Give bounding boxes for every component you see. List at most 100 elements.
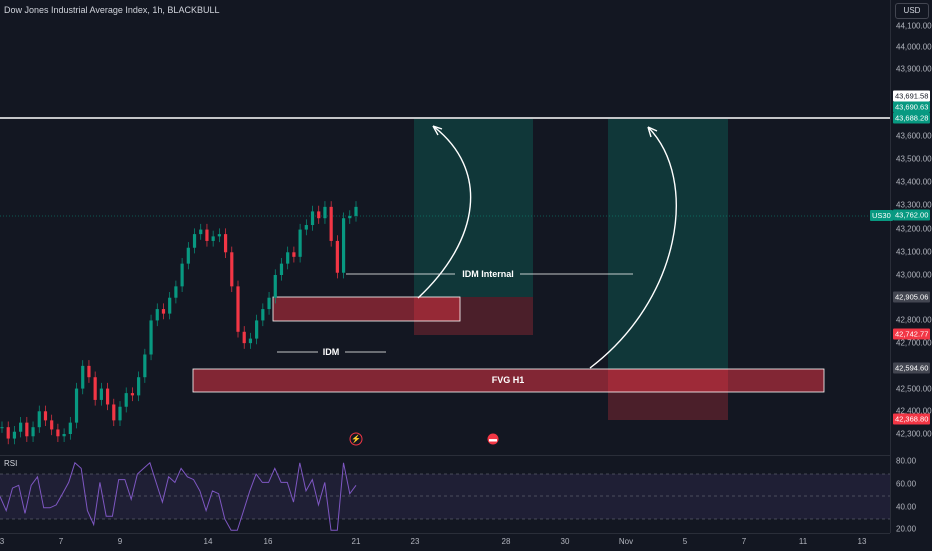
arrow-head-2 xyxy=(647,126,658,138)
candle-body xyxy=(124,393,128,407)
candle-body xyxy=(19,422,23,432)
lightning-event-icon[interactable]: ⚡ xyxy=(349,432,363,446)
candle-body xyxy=(112,404,116,421)
candle-body xyxy=(62,434,66,437)
price-tag-fvg-top: 42,594.60 xyxy=(893,362,931,374)
time-axis[interactable]: 3 7 9 14 16 21 23 28 30 Nov 5 7 11 13 xyxy=(0,533,890,551)
candle-body xyxy=(255,320,259,339)
time-tick: 14 xyxy=(203,537,213,546)
time-tick: 5 xyxy=(682,537,688,546)
candle-body xyxy=(236,286,240,332)
candle-body xyxy=(137,377,141,396)
price-tag-stop-2: 42,368.80 xyxy=(893,413,931,425)
rsi-label: RSI xyxy=(4,459,18,468)
candle-body xyxy=(335,240,339,273)
time-tick: 16 xyxy=(263,537,273,546)
price-tick: 42,800.00 xyxy=(896,315,932,325)
time-tick: 9 xyxy=(117,537,123,546)
price-tag-high: 43,691.58 xyxy=(893,90,931,102)
candle-body xyxy=(81,365,85,389)
symbol-tag: US30 xyxy=(870,210,893,221)
candle-body xyxy=(6,427,10,439)
candle-body xyxy=(50,420,54,430)
candle-body xyxy=(12,431,17,439)
candle-body xyxy=(118,406,122,421)
candle-body xyxy=(310,211,315,226)
price-tick: 42,400.00 xyxy=(896,406,932,416)
candle-body xyxy=(168,297,172,314)
price-tick: 43,400.00 xyxy=(896,177,932,187)
time-tick: 7 xyxy=(58,537,64,546)
candle-body xyxy=(68,422,72,434)
rsi-band xyxy=(0,474,890,519)
candle-body xyxy=(211,236,215,241)
candle-body xyxy=(186,247,190,264)
price-tag-stop-1: 42,742.77 xyxy=(893,328,931,340)
price-tag-ob-top: 42,905.06 xyxy=(893,291,931,303)
candle-body xyxy=(31,427,35,437)
time-tick: 3 xyxy=(0,537,5,546)
currency-button[interactable]: USD xyxy=(895,3,929,19)
candle-body xyxy=(161,309,166,314)
candle-body xyxy=(143,354,147,378)
candle-body xyxy=(223,234,228,253)
price-tick: 43,000.00 xyxy=(896,270,932,280)
time-tick: 13 xyxy=(857,537,867,546)
price-tick: 42,300.00 xyxy=(896,429,932,439)
candle-body xyxy=(149,320,153,355)
price-axis[interactable]: USD 44,100.00 44,000.00 43,900.00 43,600… xyxy=(890,0,932,534)
fvg-h1-label: FVG H1 xyxy=(491,375,525,385)
rsi-tick: 20.00 xyxy=(896,524,917,534)
idm-internal-label: IDM Internal xyxy=(462,269,514,279)
candle-body xyxy=(286,252,290,264)
time-tick: 28 xyxy=(501,537,511,546)
flag-event-icon[interactable]: ▬ xyxy=(487,433,499,445)
time-tick: 30 xyxy=(560,537,570,546)
candle-body xyxy=(105,388,110,405)
rsi-tick: 60.00 xyxy=(896,479,917,489)
time-tick: Nov xyxy=(618,537,634,546)
price-tick: 43,300.00 xyxy=(896,200,932,210)
candle-body xyxy=(261,309,265,321)
price-tick: 42,500.00 xyxy=(896,384,932,394)
long-position-profit-zone-1 xyxy=(414,119,533,297)
rsi-canvas[interactable] xyxy=(0,456,890,534)
candle-body xyxy=(56,429,60,437)
candle-body xyxy=(192,234,197,248)
candle-body xyxy=(43,411,48,421)
price-tick: 43,900.00 xyxy=(896,64,932,74)
price-tick: 43,500.00 xyxy=(896,154,932,164)
rsi-pane[interactable]: RSI xyxy=(0,455,890,534)
order-block-box xyxy=(272,296,461,322)
arrow-head-1 xyxy=(432,125,443,136)
rsi-tick: 40.00 xyxy=(896,502,917,512)
chart-canvas[interactable] xyxy=(0,0,890,455)
candle-body xyxy=(323,206,327,219)
candle-body xyxy=(348,215,352,219)
price-tick: 44,000.00 xyxy=(896,42,932,52)
rsi-tick: 80.00 xyxy=(896,456,917,466)
candle-body xyxy=(248,338,253,344)
price-tick: 44,100.00 xyxy=(896,21,932,31)
candle-body xyxy=(242,331,246,344)
candle-body xyxy=(37,411,41,428)
fvg-h1-box xyxy=(192,368,825,393)
candle-body xyxy=(199,229,203,235)
candle-body xyxy=(298,229,302,257)
candlestick-series xyxy=(0,201,358,445)
candle-body xyxy=(130,393,135,396)
price-tick: 42,700.00 xyxy=(896,338,932,348)
time-tick: 23 xyxy=(410,537,420,546)
candle-body xyxy=(93,377,97,400)
candle-body xyxy=(217,234,221,237)
candle-body xyxy=(292,252,296,257)
chart-title: Dow Jones Industrial Average Index, 1h, … xyxy=(4,5,220,15)
candle-body xyxy=(205,229,209,241)
candle-body xyxy=(279,263,284,275)
price-tag-current: 43,762.00 xyxy=(893,209,931,221)
curved-arrow-2 xyxy=(589,126,677,369)
time-tick: 11 xyxy=(798,537,808,546)
price-tick: 43,100.00 xyxy=(896,247,932,257)
main-chart-pane[interactable]: Dow Jones Industrial Average Index, 1h, … xyxy=(0,0,890,455)
long-position-stop-zone-1 xyxy=(414,297,533,335)
